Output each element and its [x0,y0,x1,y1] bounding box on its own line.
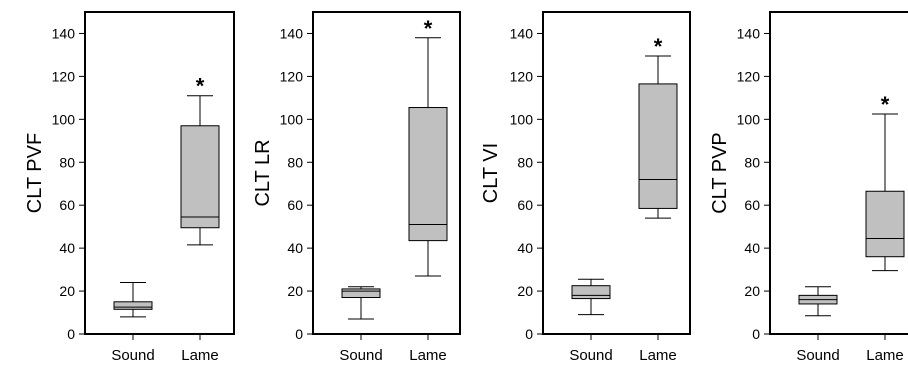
y-tick-label-120: 120 [510,68,534,84]
x-category-label-sound: Sound [569,347,612,364]
y-tick-label-100: 100 [510,111,534,127]
box-sound [798,286,838,317]
chart-panel-3: 0 20 40 60 80 100 120 140 CLT VI Sound Lame * [480,11,691,364]
x-category-label-sound: Sound [339,347,382,364]
significance-asterisk: * [881,92,890,117]
y-tick-label-60: 60 [287,197,303,213]
y-tick-label-100: 100 [52,111,76,127]
box-sound [113,281,153,318]
x-category-label-sound: Sound [111,347,154,364]
y-tick-label-60: 60 [517,197,533,213]
box-lame [865,113,905,272]
plot-frame [542,11,691,335]
x-category-label-sound: Sound [796,347,839,364]
y-tick-label-100: 100 [737,111,761,127]
box-sound [341,286,381,320]
y-tick-label-0: 0 [295,326,303,342]
significance-asterisk: * [424,16,433,41]
box-iqr [571,285,611,300]
plot-frame [769,11,908,335]
y-tick-label-80: 80 [59,154,75,170]
x-category-label-lame: Lame [181,347,219,364]
box-lame [408,37,448,277]
box-lame [180,95,220,246]
y-tick-label-140: 140 [510,25,534,41]
box-sound [571,278,611,316]
y-tick-label-20: 20 [287,283,303,299]
y-tick-label-40: 40 [59,240,75,256]
plot-frame [84,11,235,335]
y-tick-label-140: 140 [280,25,304,41]
box-iqr [341,288,381,299]
y-axis-title: CLT VI [480,143,502,203]
y-axis-title: CLT LR [252,139,274,206]
significance-asterisk: * [654,34,663,59]
y-tick-label-80: 80 [287,154,303,170]
y-tick-label-80: 80 [517,154,533,170]
y-tick-label-80: 80 [744,154,760,170]
box-iqr [408,107,448,242]
box-iqr [865,190,905,258]
box-iqr [180,125,220,229]
y-tick-label-40: 40 [744,240,760,256]
y-tick-label-20: 20 [59,283,75,299]
plot-frame [312,11,461,335]
y-tick-label-20: 20 [517,283,533,299]
chart-panel-2: 0 20 40 60 80 100 120 140 CLT LR Sound Lame * [252,11,461,364]
y-tick-label-60: 60 [59,197,75,213]
x-category-label-lame: Lame [409,347,447,364]
chart-panel-4: 0 20 40 60 80 100 120 140 CLT PVP Sound Lame * [709,11,908,364]
chart-panel-1: 0 20 40 60 80 100 120 140 CLT PVF Sound Lame * [24,11,235,364]
box-lame [638,55,678,219]
y-tick-label-40: 40 [517,240,533,256]
y-axis-title: CLT PVF [24,133,46,213]
y-tick-label-140: 140 [737,25,761,41]
y-tick-label-20: 20 [744,283,760,299]
y-tick-label-120: 120 [52,68,76,84]
y-tick-label-0: 0 [752,326,760,342]
x-category-label-lame: Lame [866,347,904,364]
box-iqr [638,83,678,209]
y-tick-label-100: 100 [280,111,304,127]
y-tick-label-120: 120 [280,68,304,84]
y-tick-label-40: 40 [287,240,303,256]
y-tick-label-120: 120 [737,68,761,84]
significance-asterisk: * [196,74,205,99]
y-axis-title: CLT PVP [709,132,731,214]
y-tick-label-0: 0 [525,326,533,342]
y-tick-label-60: 60 [744,197,760,213]
box-iqr [113,301,153,310]
x-category-label-lame: Lame [639,347,677,364]
y-tick-label-0: 0 [67,326,75,342]
y-tick-label-140: 140 [52,25,76,41]
